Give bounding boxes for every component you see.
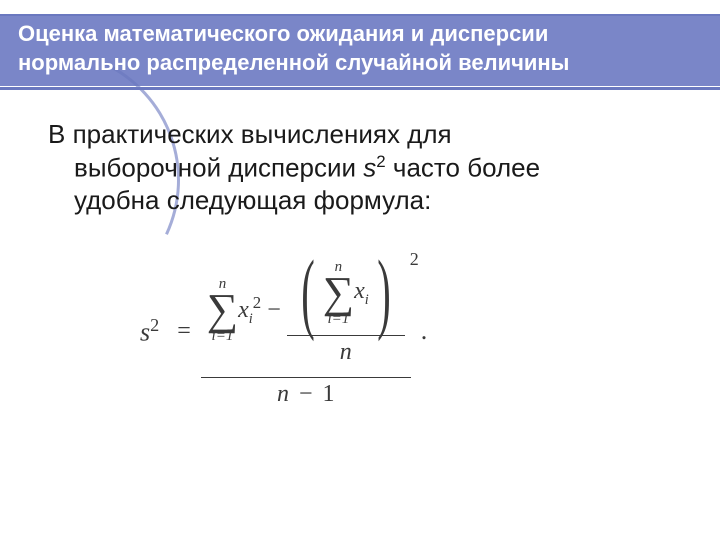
minus-sign: − [267, 297, 281, 324]
den-n: n [277, 381, 289, 407]
sum-2: n ∑ i=1 [323, 260, 354, 327]
variance-exponent: 2 [376, 152, 385, 171]
den-minus: − [299, 381, 313, 407]
body-line-2b: часто более [386, 152, 540, 182]
x-var-2: x [354, 278, 365, 304]
inner-fraction: ( n ∑ i=1 xi ) n [287, 255, 405, 366]
title-line-1: Оценка математического ожидания и диспер… [18, 21, 548, 46]
formula-lhs: s2 [140, 315, 159, 348]
x-var-1: x [238, 297, 249, 323]
title-line-2: нормально распределенной случайной велич… [18, 50, 569, 75]
body-line-3: удобна следующая формула: [48, 184, 680, 217]
variance-symbol: s [363, 152, 376, 182]
outer-fraction: n ∑ i=1 xi2 − ( n ∑ [201, 255, 411, 408]
x-sub-2: i [365, 292, 369, 308]
inner-fraction-wrap: ( n ∑ i=1 xi ) n [287, 255, 405, 366]
sum-1: n ∑ i=1 [207, 277, 238, 344]
equals-sign: = [177, 318, 191, 345]
den-one: 1 [323, 381, 335, 407]
left-paren-icon: ( [301, 255, 314, 332]
body-line-2a: выборочной дисперсии [74, 152, 363, 182]
term-xi: xi [354, 278, 369, 309]
lhs-exp: 2 [150, 315, 159, 335]
right-paren-icon: ) [377, 255, 390, 332]
lhs-var: s [140, 318, 150, 347]
outer-den: n − 1 [277, 381, 335, 408]
formula-period: . [421, 316, 428, 345]
sigma-icon: ∑ [207, 292, 238, 327]
x-exp-1: 2 [253, 293, 261, 312]
body-paragraph: В практических вычислениях для выборочно… [48, 118, 680, 216]
inner-den-n: n [340, 339, 352, 366]
slide-title: Оценка математического ожидания и диспер… [18, 20, 700, 77]
sigma-icon-2: ∑ [323, 275, 354, 310]
variance-formula: s2 = n ∑ i=1 xi2 − ( [140, 255, 580, 408]
term-xi2: xi2 [238, 293, 261, 328]
paren-exponent: 2 [410, 249, 419, 270]
x-sub-1: i [249, 311, 253, 327]
body-line-1: В практических вычислениях для [48, 119, 452, 149]
